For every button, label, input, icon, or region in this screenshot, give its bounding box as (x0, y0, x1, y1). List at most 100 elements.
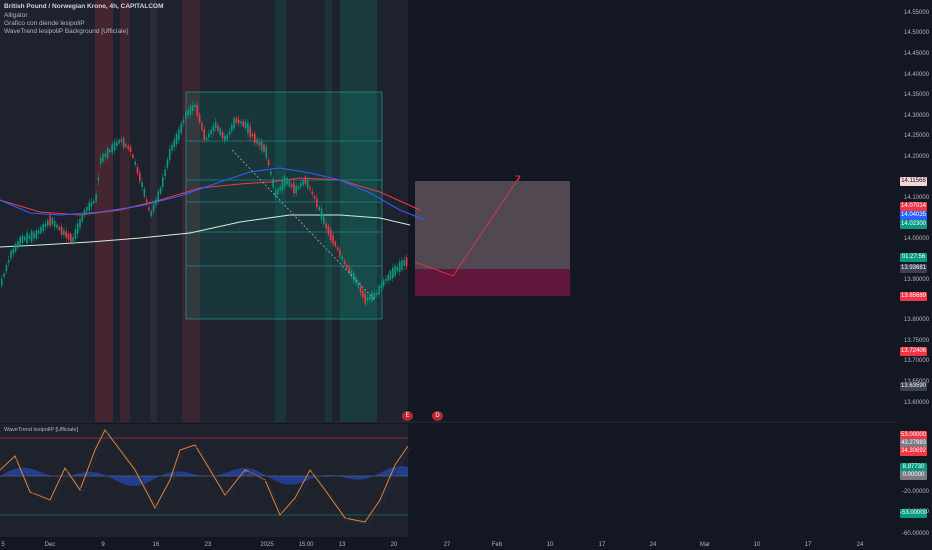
candle-body (196, 104, 199, 116)
candle-body (263, 144, 265, 152)
candle-body (51, 218, 54, 225)
time-axis-label: 17 (805, 542, 812, 548)
candle-body (198, 114, 201, 123)
wavetrend-band (275, 0, 286, 422)
candle-body (185, 111, 187, 119)
candle-body (364, 294, 366, 304)
candle-body (237, 119, 240, 124)
candle-body (369, 296, 371, 300)
candle-body (113, 142, 116, 151)
candle-body (375, 292, 378, 295)
candle-body (30, 231, 33, 242)
candle-body (35, 230, 38, 239)
candle-body (288, 180, 291, 187)
price-axis-label: 13.75000 (904, 338, 930, 344)
candle-body (12, 248, 15, 254)
candle-body (47, 220, 49, 226)
candle-body (256, 139, 258, 144)
candle-body (346, 264, 348, 269)
indicator-label-grafico[interactable]: Grafico con diende lesipoliP (4, 20, 85, 27)
history-background (0, 0, 408, 422)
symbol-title[interactable]: British Pound / Norwegian Krone, 4h, CAP… (4, 3, 164, 10)
candle-body (224, 135, 226, 142)
price-axis-label: 14.00000 (904, 236, 930, 242)
oscillator-title[interactable]: WaveTrend lesipoliP [Ufficiale] (4, 427, 78, 433)
candle-body (318, 206, 320, 211)
trend-dashed-line[interactable] (231, 149, 376, 301)
candle-body (194, 104, 196, 108)
price-axis-label: 14.40000 (904, 72, 930, 78)
candle-body (286, 178, 288, 185)
projection-target-zone[interactable] (415, 181, 570, 269)
price-tag: 13.63590 (900, 382, 927, 391)
candle-body (309, 187, 311, 190)
candle-body (281, 179, 284, 191)
candle-body (382, 280, 385, 287)
candle-body (313, 196, 316, 199)
candle-body (106, 148, 109, 159)
candle-body (63, 230, 65, 236)
price-axis-label: 14.45000 (904, 51, 930, 57)
projection-stop-zone[interactable] (415, 269, 570, 296)
candle-body (398, 261, 401, 272)
candle-body (336, 247, 339, 250)
price-axis-label: 14.20000 (904, 154, 930, 160)
candle-body (352, 272, 355, 281)
price-axis[interactable] (897, 0, 932, 550)
candle-body (226, 134, 228, 140)
candle-body (348, 267, 350, 273)
time-axis-label: 15:00 (298, 542, 314, 548)
price-tag: 13.85689 (900, 292, 927, 301)
time-axis-label: Feb (492, 542, 503, 548)
price-axis-label: 14.25000 (904, 133, 930, 139)
candle-body (214, 122, 217, 128)
candle-body (86, 206, 88, 211)
osc-tag: -53.00000 (900, 509, 928, 518)
osc-axis-label: -60.00000 (902, 531, 930, 537)
candle-body (306, 179, 309, 188)
osc-tag: 43.27983 (900, 439, 927, 448)
time-axis-label: 24 (857, 542, 864, 548)
candle-body (72, 237, 74, 242)
candle-body (125, 143, 127, 147)
time-axis-label: 23 (205, 542, 212, 548)
price-axis-label: 14.35000 (904, 92, 930, 98)
candle-body (148, 207, 150, 211)
candle-body (249, 126, 251, 137)
candle-body (332, 235, 334, 244)
indicator-label-alligator[interactable]: Alligator (4, 12, 28, 19)
candle-body (302, 180, 304, 186)
candle-body (56, 224, 58, 228)
time-axis[interactable]: 5 Dec 9 16 23 2025 15:00 13 20 27 Feb 10 17 24 Mar 10 17… (1, 542, 864, 548)
projection-path (414, 175, 521, 277)
candle-body (58, 227, 61, 230)
candle-body (44, 223, 47, 227)
candle-body (76, 223, 79, 234)
event-marker-earnings[interactable]: E (402, 411, 413, 421)
candle-body (120, 139, 123, 142)
candle-body (53, 221, 56, 227)
candle-body (240, 121, 242, 124)
candle-body (258, 141, 261, 146)
event-marker-dividend[interactable]: D (432, 411, 443, 421)
osc-axis-label: -20.00000 (902, 489, 930, 495)
candle-body (145, 199, 148, 202)
candle-body (90, 202, 93, 207)
price-tag: 14.04035 (900, 211, 927, 220)
indicator-label-wavetrend-bg[interactable]: WaveTrend lesipoliP Background [Ufficial… (4, 28, 128, 35)
candle-body (180, 123, 182, 133)
candle-body (10, 251, 12, 259)
candle-body (164, 169, 166, 177)
price-axis-label: 14.10000 (904, 195, 930, 201)
price-tag: 14.11568 (900, 177, 927, 186)
candle-body (295, 185, 297, 194)
wavetrend-line-2 (2, 431, 412, 525)
candle-body (37, 230, 40, 234)
candle-body (79, 219, 81, 228)
candle-body (67, 233, 70, 240)
candle-body (205, 137, 208, 141)
candle-body (320, 208, 323, 220)
candle-body (33, 232, 35, 239)
candle-body (14, 243, 17, 252)
